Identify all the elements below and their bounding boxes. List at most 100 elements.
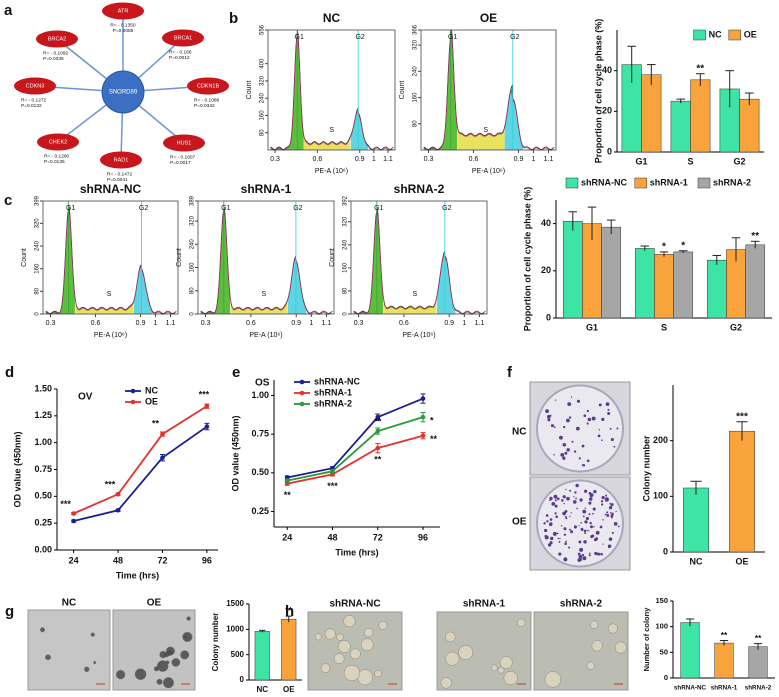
legend-label: NC [709,29,722,39]
colony [573,450,577,453]
gene-label: CDKN3 [26,83,45,89]
hub-label: SNORD89 [109,90,138,96]
colony [583,489,588,493]
y-tick-label: 160 [260,110,266,121]
y-tick-label: 0 [343,312,349,316]
colony [577,558,582,562]
colony [572,500,577,504]
colony [569,515,571,518]
y-axis-label: Proportion of cell cycle phase (%) [522,187,532,332]
error-bar [725,70,735,108]
colony [605,402,610,406]
gene-label: BRCA2 [48,36,66,42]
legend-marker [299,379,305,385]
sphere [324,628,336,640]
error-bar [659,251,669,257]
gene-label: HUS1 [177,140,192,146]
sphere [503,671,518,686]
error-bar [627,45,637,83]
significance: ** [751,231,759,242]
x-tick-label: 1.1 [544,156,554,163]
colony [554,504,558,508]
image-label: shRNA-NC [329,599,380,610]
y-tick-label: 1000 [226,624,244,633]
peak-label: S [413,291,418,298]
y-tick-label: 240 [190,239,196,250]
error-bar [678,250,688,254]
gene-p: P=0.0132 [21,103,42,109]
colony [600,500,604,503]
colony [609,427,612,430]
colony [610,516,613,519]
y-tick-label: 0.50 [34,491,52,501]
gene-p: P=0.0342 [194,103,215,109]
bar [601,226,622,319]
x-tick-label: 1 [532,156,536,163]
error-bar [731,237,741,262]
panel-label: g [5,603,14,620]
sphere [517,618,526,627]
legend-marker [299,390,305,396]
y-tick-label: 80 [343,287,349,294]
gene-r: R= - 0.1607 [170,154,196,160]
legend-label: shRNA-1 [314,387,352,397]
colony [601,439,603,441]
peak-label: G2 [139,205,148,212]
plot-title: shRNA-1 [241,182,292,196]
x-tick-label: 0.9 [444,320,454,327]
gene-p: P=0.0017 [170,160,191,166]
x-tick-label: 0.6 [469,156,479,163]
legend-swatch [697,177,711,189]
sphere [586,661,595,670]
plot-frame [197,200,335,315]
image-label: NC [512,427,526,438]
plot-title: shRNA-NC [80,182,142,196]
y-tick-label: 160 [413,92,419,103]
x-axis-label: PE-A (10⁶) [472,168,505,175]
y-tick-label: 500 [231,650,245,659]
line [287,434,424,485]
error-bar [744,92,754,106]
colony [610,437,614,442]
colony [576,507,578,510]
legend-label: OE [744,29,757,39]
s-fill [457,126,505,150]
x-axis-label: PE-A (10⁶) [315,168,348,175]
y-tick-label: 0 [607,146,612,156]
colony [561,499,564,502]
peak-label: G1 [66,205,75,212]
x-tick-label: G2 [730,322,742,332]
gene-node [102,2,144,20]
sphere [343,615,356,628]
significance: ** [374,454,382,464]
peak-label: S [329,127,334,134]
colony [570,396,573,398]
colony [547,543,552,547]
point [420,433,426,439]
colony [606,511,609,514]
gene-p: P=0.0335 [43,56,64,62]
gene-label: RAD1 [114,157,129,163]
error-bar [719,640,729,646]
gene-r: R= - 0.1272 [21,97,47,103]
y-tick-label: 150 [655,596,668,605]
bar [714,642,734,679]
x-tick-label: 24 [69,555,79,565]
point [115,507,121,513]
y-tick-label: 0 [240,675,245,684]
colony [588,501,592,505]
gene-node [162,29,204,47]
gene-r: R= - 0.1092 [43,50,69,56]
colony [584,507,586,509]
y-tick-label: 366 [413,24,419,35]
sphere [153,666,159,672]
colony [565,517,568,520]
y-tick-label: 80 [260,129,266,136]
x-tick-label: 0.6 [246,320,256,327]
y-tick-label: 320 [35,218,41,229]
colony [610,503,614,507]
x-tick-label: 1.1 [322,320,332,327]
sphere [45,654,51,661]
x-tick-label: 48 [327,532,337,542]
significance: *** [199,390,210,400]
